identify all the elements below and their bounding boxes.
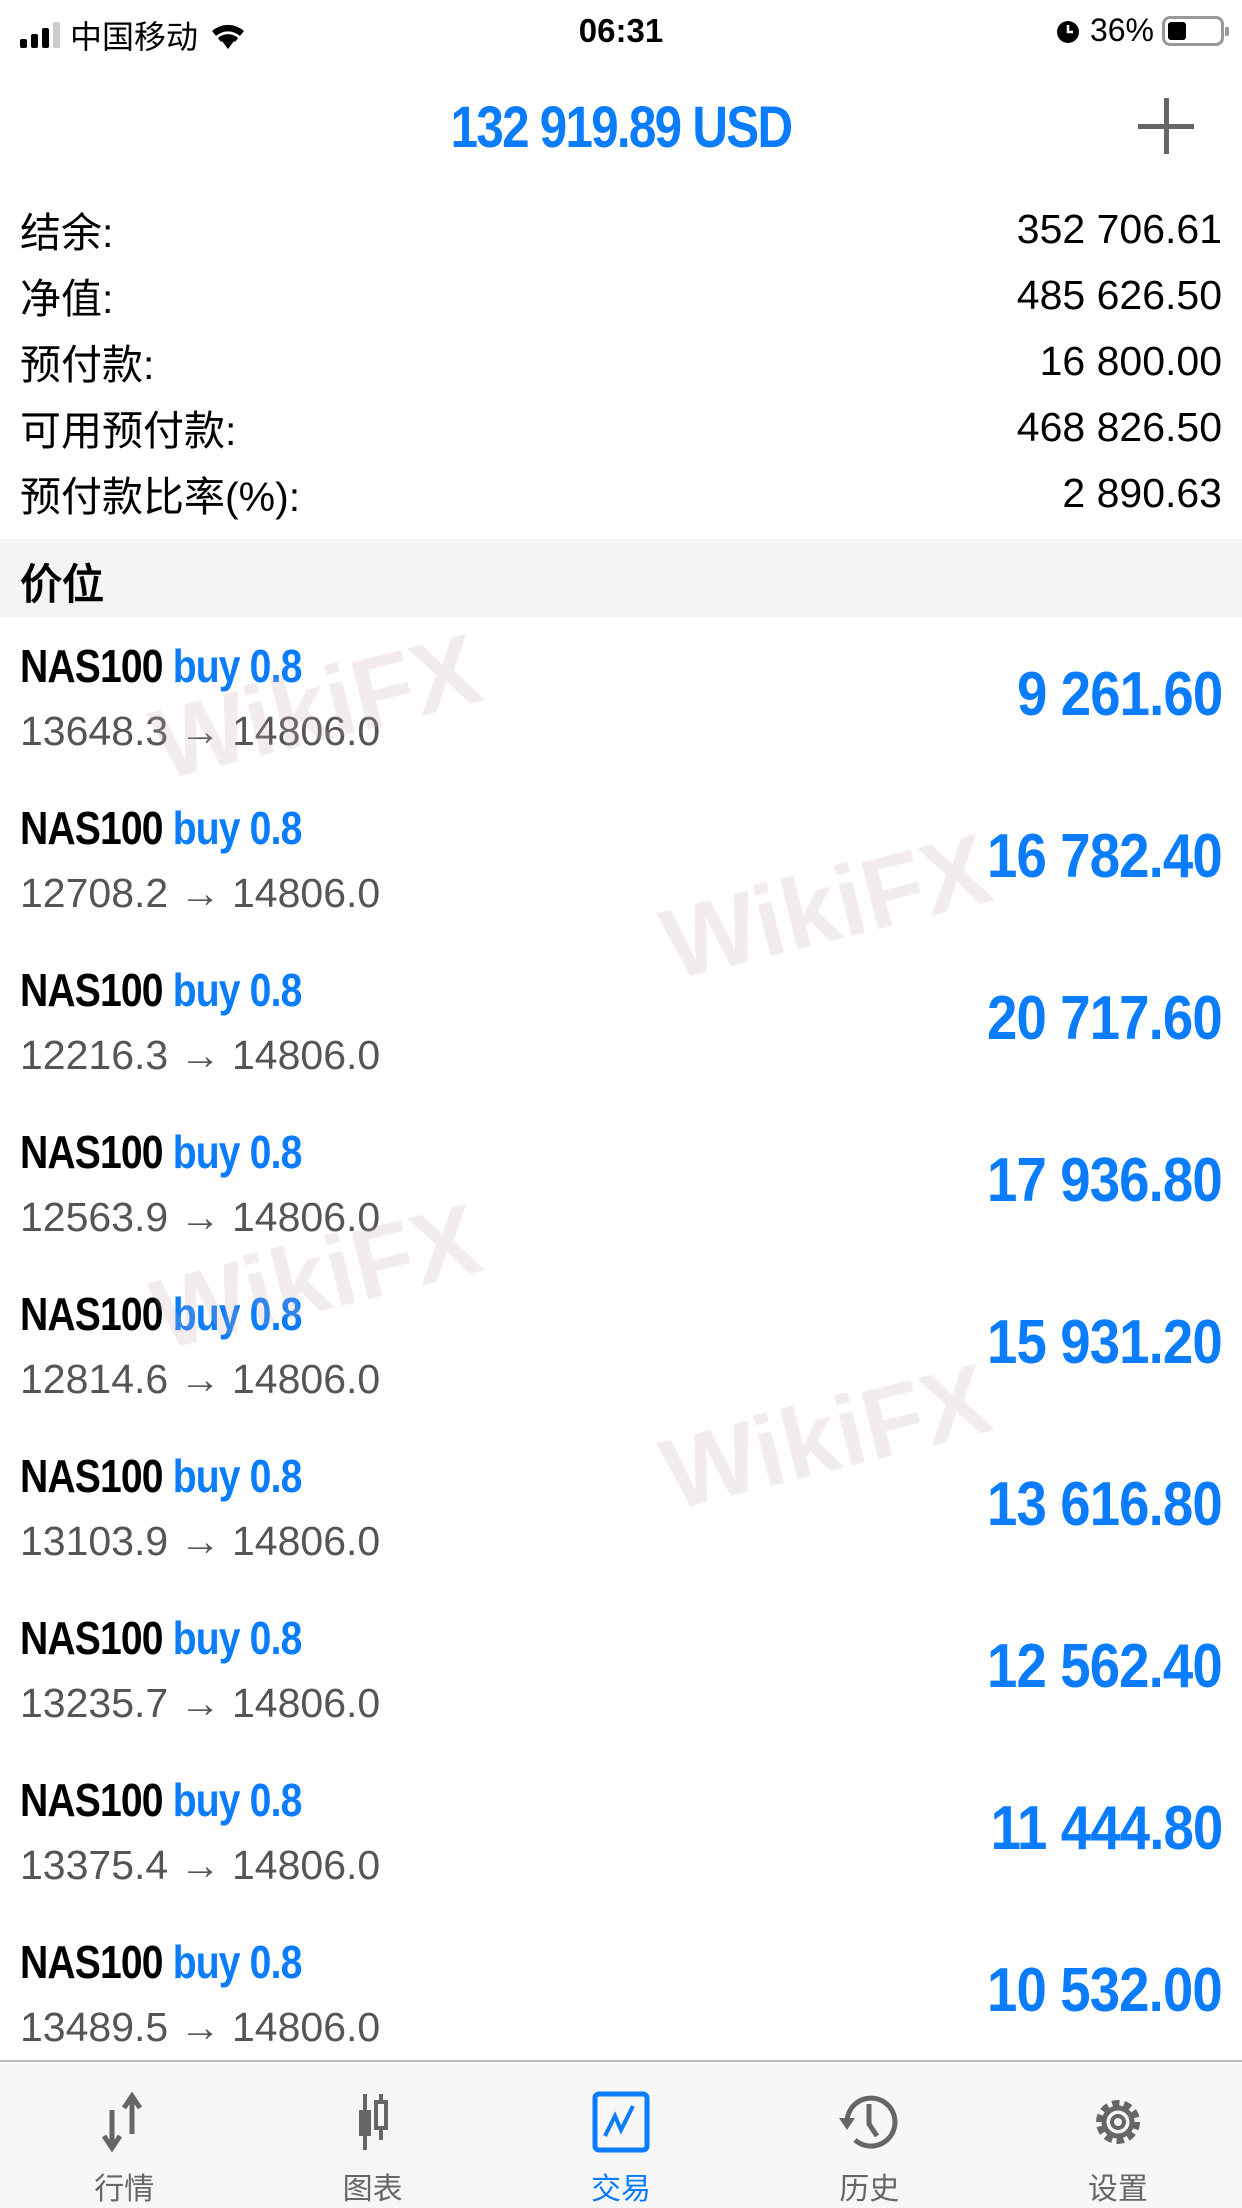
position-row[interactable]: NAS100 buy 0.8 13375.4 → 14806.0 11 444.… (0, 1751, 1242, 1913)
summary-label: 净值: (20, 276, 114, 322)
tab-trade[interactable]: 交易 (497, 2062, 745, 2208)
position-prices: 12814.6 → 14806.0 (20, 1356, 381, 1402)
arrows-updown-icon (102, 2091, 143, 2153)
trade-chart-icon (592, 2091, 650, 2153)
candlestick-icon (358, 2094, 388, 2150)
summary-label: 预付款比率(%): (20, 474, 301, 520)
summary-value: 352 706.61 (1016, 205, 1222, 252)
position-prices: 12216.3 → 14806.0 (20, 1032, 381, 1078)
summary-row: 预付款比率(%): 2 890.63 (0, 460, 1242, 526)
summary-row: 可用预付款: 468 826.50 (0, 394, 1242, 460)
position-symbol: NAS100 (20, 802, 164, 854)
status-bar: 中国移动 06:31 36% (0, 0, 1242, 88)
position-row[interactable]: NAS100 buy 0.8 12563.9 → 14806.0 17 936.… (0, 1103, 1242, 1265)
position-profit: 10 532.00 (987, 1956, 1223, 2025)
plus-icon[interactable] (1138, 98, 1194, 154)
tab-settings[interactable]: 设置 (994, 2062, 1242, 2208)
position-row[interactable]: NAS100 buy 0.8 13103.9 → 14806.0 13 616.… (0, 1427, 1242, 1589)
tab-label: 图表 (342, 2173, 403, 2206)
position-symbol: NAS100 (20, 1936, 164, 1988)
position-side: buy 0.8 (172, 1288, 303, 1340)
summary-label: 结余: (20, 210, 114, 256)
summary-value: 485 626.50 (1016, 271, 1222, 318)
tab-label: 设置 (1087, 2173, 1148, 2206)
tab-label: 历史 (839, 2173, 900, 2206)
position-profit: 16 782.40 (987, 822, 1223, 891)
header: 132 919.89 USD (0, 88, 1242, 166)
position-row[interactable]: NAS100 buy 0.8 13235.7 → 14806.0 12 562.… (0, 1589, 1242, 1751)
summary-row: 净值: 485 626.50 (0, 262, 1242, 328)
account-summary: 结余: 352 706.61 净值: 485 626.50 预付款: 16 80… (0, 196, 1242, 526)
position-symbol: NAS100 (20, 1774, 164, 1826)
position-profit: 12 562.40 (987, 1632, 1223, 1701)
section-header: 价位 (0, 539, 1242, 617)
position-side: buy 0.8 (172, 1126, 303, 1178)
position-symbol: NAS100 (20, 1612, 164, 1664)
summary-row: 结余: 352 706.61 (0, 196, 1242, 262)
battery-icon (1162, 15, 1229, 46)
position-side: buy 0.8 (172, 1774, 303, 1826)
summary-value: 468 826.50 (1016, 403, 1222, 450)
position-prices: 13375.4 → 14806.0 (20, 1842, 381, 1888)
position-profit: 20 717.60 (987, 984, 1223, 1053)
position-side: buy 0.8 (172, 802, 303, 854)
position-side: buy 0.8 (172, 1936, 303, 1988)
carrier: 中国移动 (70, 19, 199, 55)
position-title: NAS100 buy 0.8 (20, 1125, 303, 1179)
wifi-icon (212, 24, 245, 49)
position-row[interactable]: NAS100 buy 0.8 12708.2 → 14806.0 16 782.… (0, 779, 1242, 941)
gear-icon (1095, 2100, 1140, 2144)
tab-bar: 行情 图表 交易 历史 设置 (0, 2060, 1242, 2208)
position-prices: 13103.9 → 14806.0 (20, 1518, 381, 1564)
history-icon (839, 2095, 898, 2149)
position-row[interactable]: NAS100 buy 0.8 13489.5 → 14806.0 10 532.… (0, 1913, 1242, 2075)
account-balance-title: 132 919.89 USD (450, 95, 793, 160)
position-profit: 13 616.80 (987, 1470, 1223, 1539)
position-prices: 13235.7 → 14806.0 (20, 1680, 381, 1726)
position-title: NAS100 buy 0.8 (20, 639, 303, 693)
summary-row: 预付款: 16 800.00 (0, 328, 1242, 394)
position-symbol: NAS100 (20, 1288, 164, 1340)
position-symbol: NAS100 (20, 640, 164, 692)
tab-history[interactable]: 历史 (745, 2062, 993, 2208)
position-symbol: NAS100 (20, 964, 164, 1016)
positions-list: NAS100 buy 0.8 13648.3 → 14806.0 9 261.6… (0, 617, 1242, 2075)
summary-value: 16 800.00 (1039, 337, 1222, 384)
position-title: NAS100 buy 0.8 (20, 1287, 303, 1341)
position-symbol: NAS100 (20, 1450, 164, 1502)
summary-label: 预付款: (20, 342, 155, 388)
position-profit: 17 936.80 (987, 1146, 1223, 1215)
position-prices: 13489.5 → 14806.0 (20, 2004, 381, 2050)
position-side: buy 0.8 (172, 640, 303, 692)
tab-quotes[interactable]: 行情 (0, 2062, 248, 2208)
position-title: NAS100 buy 0.8 (20, 801, 303, 855)
position-side: buy 0.8 (172, 1450, 303, 1502)
position-row[interactable]: NAS100 buy 0.8 12216.3 → 14806.0 20 717.… (0, 941, 1242, 1103)
position-prices: 13648.3 → 14806.0 (20, 708, 381, 754)
position-side: buy 0.8 (172, 1612, 303, 1664)
position-profit: 11 444.80 (990, 1794, 1223, 1863)
tab-charts[interactable]: 图表 (248, 2062, 496, 2208)
position-row[interactable]: NAS100 buy 0.8 12814.6 → 14806.0 15 931.… (0, 1265, 1242, 1427)
position-profit: 9 261.60 (1016, 660, 1223, 729)
position-title: NAS100 buy 0.8 (20, 1935, 303, 1989)
position-title: NAS100 buy 0.8 (20, 1773, 303, 1827)
signal-icon (20, 22, 60, 48)
position-row[interactable]: NAS100 buy 0.8 13648.3 → 14806.0 9 261.6… (0, 617, 1242, 779)
clock: 06:31 (578, 12, 664, 49)
battery-percent: 36% (1089, 12, 1154, 48)
position-title: NAS100 buy 0.8 (20, 1449, 303, 1503)
alarm-icon (1056, 20, 1079, 43)
position-title: NAS100 buy 0.8 (20, 963, 303, 1017)
position-profit: 15 931.20 (987, 1308, 1223, 1377)
position-title: NAS100 buy 0.8 (20, 1611, 303, 1665)
summary-label: 可用预付款: (20, 408, 237, 454)
tab-label: 交易 (591, 2173, 652, 2206)
position-prices: 12563.9 → 14806.0 (20, 1194, 381, 1240)
tab-label: 行情 (94, 2173, 155, 2206)
summary-value: 2 890.63 (1062, 469, 1222, 516)
position-symbol: NAS100 (20, 1126, 164, 1178)
position-side: buy 0.8 (172, 964, 303, 1016)
position-prices: 12708.2 → 14806.0 (20, 870, 381, 916)
